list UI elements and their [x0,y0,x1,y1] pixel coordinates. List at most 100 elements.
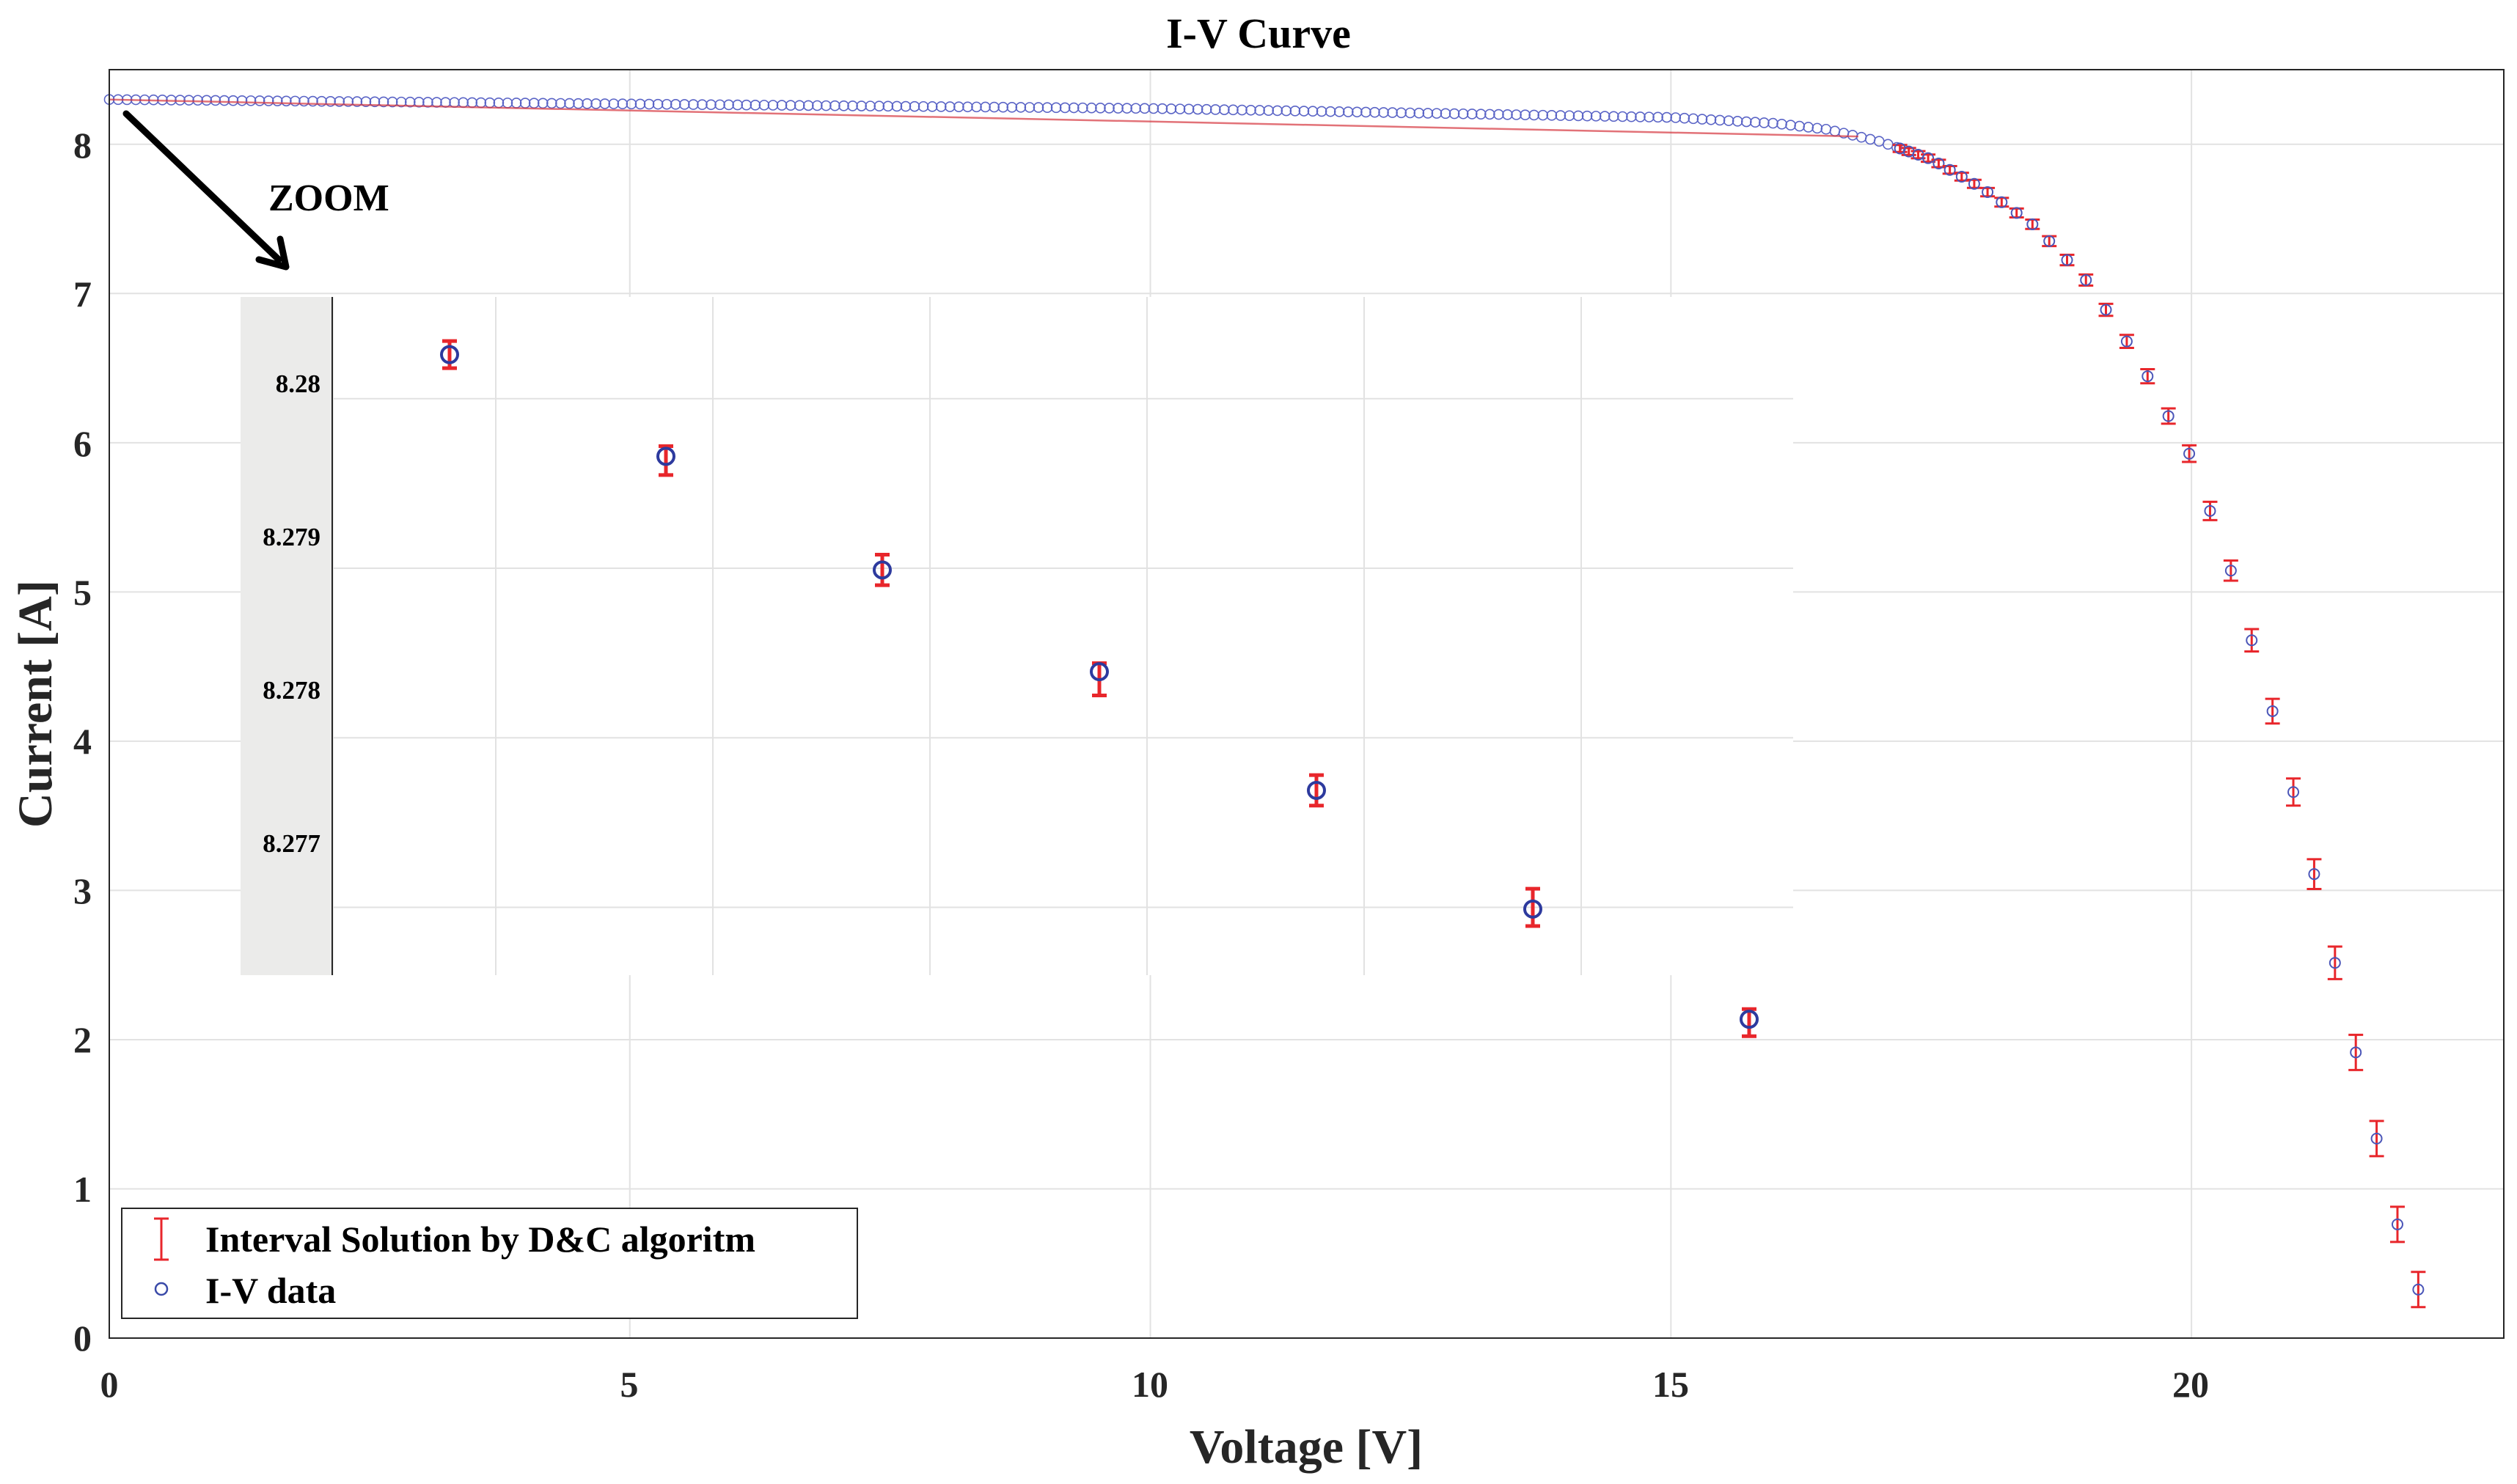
interval-point [2140,368,2155,385]
interval-point [2348,1033,2364,1071]
iv-marker [1546,110,1558,121]
iv-marker [1644,111,1655,122]
iv-marker [741,99,752,111]
iv-marker [1387,107,1398,118]
xtick-5: 5 [620,1364,639,1405]
iv-marker [378,96,389,108]
iv-marker [865,100,876,111]
interval-point [2223,559,2238,582]
interval-point [2327,945,2342,980]
inset-iv-marker [656,447,675,466]
zoom-label: ZOOM [268,177,389,219]
iv-marker [1626,111,1637,122]
iv-marker [891,100,903,112]
iv-marker [1033,102,1044,113]
iv-marker [1041,102,1053,114]
interval-point [2369,1120,2384,1158]
iv-marker [254,95,265,106]
iv-marker [1943,164,1956,176]
iv-marker [1139,103,1151,114]
legend-label-interval: Interval Solution by D&C algoritm [205,1219,755,1260]
iv-marker [980,101,991,113]
iv-marker [1121,103,1132,114]
iv-marker [2162,410,2175,422]
iv-marker [395,96,407,108]
interval-point [2059,254,2075,267]
iv-marker [856,100,867,111]
interval-point [2244,628,2260,653]
iv-marker [750,99,761,111]
iv-marker [1635,111,1646,122]
iv-marker [1298,106,1310,117]
iv-marker [652,98,664,110]
interval-point [1942,164,1957,176]
ytick-6: 6 [73,423,92,464]
iv-marker [971,101,982,113]
iv-marker [688,99,699,110]
iv-marker [2287,786,2300,798]
interval-point [1954,170,1969,183]
iv-marker [1617,111,1628,122]
iv-marker [935,101,947,112]
y-axis-label: Current [A] [9,580,62,828]
interval-point [2265,697,2280,725]
iv-marker [1201,103,1212,115]
iv-marker [882,100,894,112]
iv-marker [1342,106,1354,117]
iv-marker [1564,110,1575,122]
interval-point [2202,500,2218,521]
iv-marker [821,100,832,111]
interval-point [2025,218,2040,230]
iv-marker [1095,103,1106,114]
xtick-10: 10 [1132,1364,1168,1405]
iv-marker [679,99,690,110]
inset-point-1 [656,444,675,477]
dense-data-markers [103,94,1902,153]
ytick-4: 4 [73,721,92,762]
iv-marker [1520,109,1531,121]
interval-point [2119,334,2134,350]
iv-marker [2391,1218,2403,1230]
iv-marker [1413,107,1425,119]
iv-marker [1059,102,1071,114]
iv-marker [829,100,840,111]
inset-ytick-3: 8.277 [263,829,320,858]
legend-label-iv-data: I-V data [205,1270,336,1311]
iv-marker [1352,106,1363,118]
interval-point [1966,177,1982,190]
iv-marker [1661,111,1672,123]
iv-marker [1484,109,1495,120]
iv-marker [1528,109,1539,121]
zoom-arrow-head [255,235,290,271]
interval-point [2307,858,2322,890]
iv-marker [714,99,725,111]
iv-marker [1165,103,1177,114]
iv-marker [1599,111,1611,122]
iv-marker [2266,705,2279,717]
iv-marker [2080,273,2092,286]
iv-marker [1006,101,1018,113]
iv-marker [767,100,779,111]
iv-marker [360,96,372,108]
iv-marker [617,98,629,110]
ytick-2: 2 [73,1019,92,1060]
iv-marker [944,101,956,112]
iv-marker [1333,106,1345,117]
iv-marker [1307,106,1319,117]
x-axis-label: Voltage [V] [1190,1420,1423,1474]
legend-box [121,1208,858,1319]
inset-point-5 [1523,886,1542,928]
iv-marker [1236,104,1247,116]
iv-marker [342,96,354,107]
iv-marker [1740,116,1752,128]
iv-marker [245,95,257,106]
zoom-arrow-shaft [122,110,282,263]
iv-marker [2183,447,2196,460]
iv-marker [1440,108,1451,120]
iv-marker [643,98,655,110]
iv-marker [1068,102,1080,114]
interval-point [2161,407,2176,425]
iv-marker [1688,113,1699,125]
iv-marker [962,101,973,113]
iv-marker [1281,105,1292,117]
